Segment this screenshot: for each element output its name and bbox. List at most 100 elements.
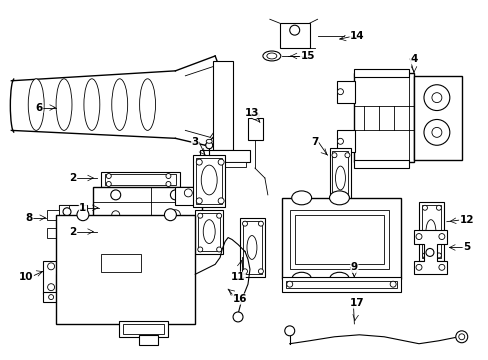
Text: 15: 15 <box>300 51 314 61</box>
Ellipse shape <box>291 191 311 205</box>
Circle shape <box>422 253 427 258</box>
Bar <box>47 228 59 238</box>
Circle shape <box>197 247 203 252</box>
Bar <box>332 151 347 205</box>
Circle shape <box>242 221 247 226</box>
Ellipse shape <box>291 272 311 286</box>
Bar <box>93 187 202 242</box>
Text: 12: 12 <box>459 215 473 225</box>
Ellipse shape <box>266 53 276 59</box>
Circle shape <box>106 181 111 186</box>
Circle shape <box>337 138 343 144</box>
Polygon shape <box>413 230 446 274</box>
Text: 6: 6 <box>36 103 43 113</box>
Text: 11: 11 <box>230 272 245 282</box>
Circle shape <box>197 213 203 218</box>
Ellipse shape <box>423 120 449 145</box>
Bar <box>196 158 222 204</box>
Bar <box>413 76 461 160</box>
Bar <box>198 213 220 251</box>
Circle shape <box>216 213 221 218</box>
Circle shape <box>63 231 71 239</box>
Circle shape <box>435 253 441 258</box>
Bar <box>285 281 396 288</box>
Circle shape <box>165 229 171 234</box>
Bar <box>101 172 180 187</box>
Circle shape <box>415 234 421 239</box>
Bar <box>418 202 443 261</box>
Bar <box>354 160 408 168</box>
Circle shape <box>258 269 263 274</box>
Text: 1: 1 <box>79 203 86 213</box>
Bar <box>294 215 384 264</box>
Bar <box>243 221 262 274</box>
Bar <box>193 155 224 207</box>
Bar <box>119 321 168 337</box>
Text: 10: 10 <box>19 272 34 282</box>
Bar <box>101 255 141 272</box>
Circle shape <box>438 234 444 239</box>
Circle shape <box>170 210 180 220</box>
Circle shape <box>344 153 349 158</box>
Circle shape <box>48 294 54 300</box>
Circle shape <box>289 25 299 35</box>
Text: 3: 3 <box>191 137 199 147</box>
Circle shape <box>63 294 68 300</box>
Bar <box>47 210 59 220</box>
Bar <box>122 324 164 334</box>
Circle shape <box>106 237 111 242</box>
Text: 4: 4 <box>409 54 417 64</box>
Circle shape <box>106 174 111 179</box>
Ellipse shape <box>203 220 215 243</box>
Circle shape <box>389 281 395 287</box>
Bar <box>175 187 203 205</box>
Bar <box>104 230 176 240</box>
Bar <box>240 218 264 277</box>
Circle shape <box>77 209 89 221</box>
Bar <box>200 150 249 162</box>
Bar <box>279 23 309 48</box>
Ellipse shape <box>56 79 72 130</box>
Circle shape <box>284 326 294 336</box>
Circle shape <box>165 237 171 242</box>
Ellipse shape <box>28 79 44 130</box>
Circle shape <box>63 208 71 216</box>
Circle shape <box>184 189 192 197</box>
Text: 8: 8 <box>25 213 33 223</box>
Bar <box>43 292 73 302</box>
Bar <box>93 239 111 251</box>
Circle shape <box>431 127 441 137</box>
Text: 2: 2 <box>69 173 77 183</box>
Circle shape <box>250 112 258 120</box>
Bar <box>213 61 233 150</box>
Circle shape <box>170 190 180 200</box>
Ellipse shape <box>206 139 212 143</box>
Circle shape <box>422 205 427 210</box>
Bar <box>281 198 400 279</box>
Circle shape <box>431 93 441 103</box>
Bar <box>337 81 355 103</box>
Bar <box>354 69 408 77</box>
Bar <box>59 205 87 243</box>
Bar <box>204 162 245 167</box>
Circle shape <box>218 198 224 204</box>
Bar <box>337 130 355 152</box>
Ellipse shape <box>423 85 449 111</box>
Circle shape <box>112 211 120 219</box>
Circle shape <box>455 331 467 343</box>
Ellipse shape <box>329 272 349 286</box>
Bar <box>101 228 180 243</box>
Ellipse shape <box>263 51 280 61</box>
Circle shape <box>165 174 171 179</box>
Ellipse shape <box>201 165 217 195</box>
Circle shape <box>435 205 441 210</box>
Circle shape <box>218 159 224 165</box>
Bar <box>289 210 388 269</box>
Bar <box>59 205 69 243</box>
Circle shape <box>331 201 336 205</box>
Circle shape <box>47 263 55 270</box>
Ellipse shape <box>425 220 435 243</box>
Text: 14: 14 <box>349 31 364 41</box>
Circle shape <box>415 264 421 270</box>
Circle shape <box>205 142 212 149</box>
